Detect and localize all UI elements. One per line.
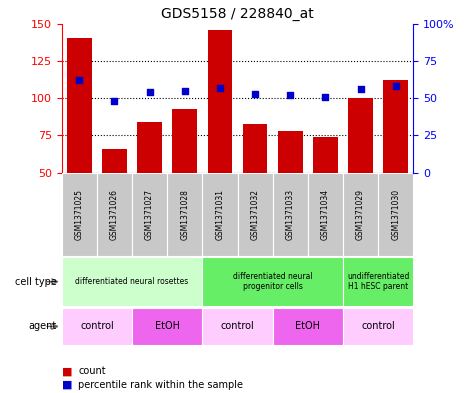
Bar	[273, 308, 343, 345]
Point	[286, 92, 294, 98]
Text: GSM1371034: GSM1371034	[321, 189, 330, 240]
Text: undifferentiated
H1 hESC parent: undifferentiated H1 hESC parent	[347, 272, 409, 291]
Text: GSM1371033: GSM1371033	[286, 189, 294, 240]
Text: percentile rank within the sample: percentile rank within the sample	[78, 380, 243, 390]
Text: control: control	[361, 321, 395, 331]
Text: agent: agent	[29, 321, 57, 331]
Point	[181, 88, 189, 94]
Point	[216, 84, 224, 91]
Text: EtOH: EtOH	[155, 321, 180, 331]
Text: GSM1371029: GSM1371029	[356, 189, 365, 240]
Bar	[243, 123, 267, 173]
Bar	[383, 80, 408, 173]
Text: GSM1371025: GSM1371025	[75, 189, 84, 240]
Bar	[202, 257, 343, 306]
Text: GSM1371031: GSM1371031	[216, 189, 224, 240]
Text: EtOH: EtOH	[295, 321, 320, 331]
Text: GSM1371030: GSM1371030	[391, 189, 400, 240]
Bar	[313, 137, 338, 173]
Bar	[132, 308, 202, 345]
Bar	[67, 39, 92, 173]
Bar	[97, 173, 132, 256]
Text: cell type: cell type	[15, 277, 57, 286]
Bar	[102, 149, 127, 173]
Text: ■: ■	[62, 380, 72, 390]
Text: differentiated neural rosettes: differentiated neural rosettes	[76, 277, 189, 286]
Bar	[378, 173, 413, 256]
Bar	[137, 122, 162, 173]
Bar	[172, 108, 197, 173]
Bar	[343, 173, 378, 256]
Bar	[132, 173, 167, 256]
Text: ■: ■	[62, 366, 72, 376]
Text: GSM1371032: GSM1371032	[251, 189, 259, 240]
Text: control: control	[80, 321, 114, 331]
Point	[392, 83, 399, 89]
Text: GSM1371027: GSM1371027	[145, 189, 154, 240]
Point	[322, 94, 329, 100]
Point	[251, 90, 259, 97]
Bar	[278, 131, 303, 173]
Bar	[343, 308, 413, 345]
Bar	[202, 308, 273, 345]
Text: control: control	[220, 321, 255, 331]
Text: GSM1371026: GSM1371026	[110, 189, 119, 240]
Bar	[202, 173, 238, 256]
Bar	[62, 308, 132, 345]
Bar	[348, 98, 373, 173]
Point	[357, 86, 364, 92]
Text: count: count	[78, 366, 106, 376]
Bar	[343, 257, 413, 306]
Bar	[208, 29, 232, 173]
Bar	[308, 173, 343, 256]
Bar	[62, 257, 202, 306]
Bar	[273, 173, 308, 256]
Title: GDS5158 / 228840_at: GDS5158 / 228840_at	[161, 7, 314, 21]
Point	[111, 98, 118, 104]
Text: GSM1371028: GSM1371028	[180, 189, 189, 240]
Point	[76, 77, 83, 83]
Point	[146, 89, 153, 95]
Bar	[62, 173, 97, 256]
Bar	[238, 173, 273, 256]
Text: differentiated neural
progenitor cells: differentiated neural progenitor cells	[233, 272, 313, 291]
Bar	[167, 173, 202, 256]
